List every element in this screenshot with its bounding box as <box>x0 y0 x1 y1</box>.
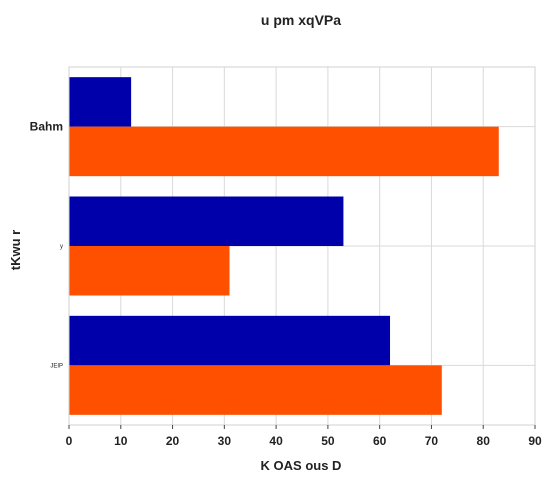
bar-plot-area <box>69 77 499 415</box>
bar-series-2-3 <box>69 365 442 415</box>
y-category-label: Bahm <box>30 120 63 134</box>
y-category-label: JEIP <box>50 363 63 369</box>
bar-series-1-2 <box>69 196 344 246</box>
x-axis-label: K OAS ous D <box>261 458 342 473</box>
bar-series-1-1 <box>69 77 132 127</box>
x-tick-label: 10 <box>114 434 128 448</box>
y-axis-label: tKwu r <box>8 230 23 270</box>
x-tick-label: 80 <box>477 434 491 448</box>
x-tick-label: 70 <box>425 434 439 448</box>
x-tick-label: 50 <box>321 434 335 448</box>
x-axis-ticks: 0 10 20 30 40 50 60 70 80 90 <box>66 425 542 448</box>
y-category-label: y <box>60 244 63 250</box>
bar-series-1-3 <box>69 315 391 366</box>
y-axis-category-labels: Bahm y JEIP <box>30 120 63 370</box>
chart-title: u pm xqVPa <box>261 12 341 28</box>
x-tick-label: 40 <box>269 434 283 448</box>
plot-frame <box>68 66 536 426</box>
bar-series-2-1 <box>69 126 499 177</box>
x-tick-label: 30 <box>218 434 232 448</box>
x-tick-label: 20 <box>166 434 180 448</box>
x-tick-label: 0 <box>66 434 73 448</box>
x-tick-label: 60 <box>373 434 387 448</box>
bar-series-2-2 <box>69 246 230 296</box>
x-tick-label: 90 <box>528 434 542 448</box>
